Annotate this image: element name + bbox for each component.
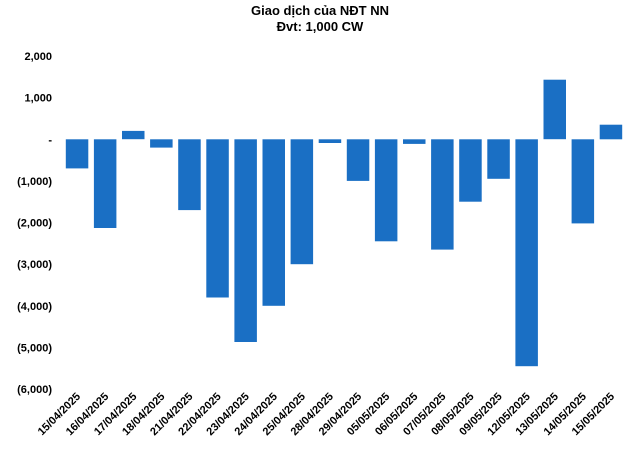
y-tick-label: 1,000 (24, 93, 52, 105)
bar (122, 130, 145, 140)
bar (346, 139, 370, 181)
bar (234, 139, 257, 342)
chart-subtitle: Đvt: 1,000 CW (276, 19, 364, 34)
bar (599, 124, 623, 140)
bar (93, 139, 117, 228)
bar (571, 139, 595, 224)
y-tick-label: - (48, 134, 52, 146)
chart-title-block: Giao dịch của NĐT NN Đvt: 1,000 CW (0, 3, 640, 35)
y-tick-label: (1,000) (17, 176, 52, 188)
bar (431, 139, 454, 250)
bar (487, 139, 510, 179)
y-axis: 2,000 1,000 - (1,000) (2,000) (3,000) (4,000) (… (17, 51, 52, 396)
bar (543, 79, 566, 140)
y-tick-label: (5,000) (17, 342, 52, 354)
y-tick-label: (2,000) (17, 218, 52, 230)
bar (459, 139, 482, 202)
bar-series (65, 79, 623, 367)
y-tick-label: (3,000) (17, 259, 52, 271)
bar (206, 139, 229, 298)
y-tick-label: 2,000 (24, 51, 52, 63)
bar (262, 139, 285, 306)
chart-title: Giao dịch của NĐT NN (251, 3, 389, 18)
y-tick-label: (4,000) (17, 301, 52, 313)
bar (290, 139, 314, 265)
bar (178, 139, 201, 211)
bar (403, 139, 426, 144)
x-axis: 15/04/202516/04/202517/04/202518/04/2025… (36, 391, 617, 438)
bar (318, 139, 342, 143)
bar (374, 139, 398, 242)
y-tick-label: (6,000) (17, 384, 52, 396)
bar (150, 139, 173, 148)
bar (65, 139, 89, 169)
bar (515, 139, 538, 367)
